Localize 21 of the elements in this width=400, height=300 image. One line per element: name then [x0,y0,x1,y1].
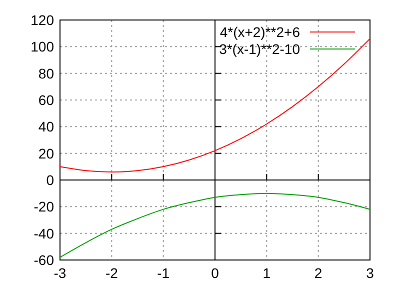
y-tick-label: 20 [38,145,54,162]
line-series [60,38,370,172]
x-tick-label: -3 [54,265,66,281]
x-tick-label: 1 [262,265,271,281]
x-tick-label: -1 [157,265,170,281]
y-tick-label: -40 [34,225,54,242]
line-series [60,192,370,258]
y-tick-label: 80 [38,65,54,82]
y-tick-label: 120 [30,12,54,28]
x-tick-label: 3 [366,265,374,281]
y-tick-label: 40 [38,118,54,135]
x-tick-label: 0 [211,265,220,281]
x-tick-label: -2 [105,265,118,281]
y-tick-label: -20 [34,198,54,215]
y-tick-label: 0 [46,172,54,188]
y-tick-label: 60 [38,92,54,108]
legend-label: 3*(x-1)**2-10 [219,41,300,57]
x-tick-label: 2 [314,265,322,281]
y-tick-label: 100 [30,38,54,55]
y-tick-label: -60 [34,252,54,268]
legend-label: 4*(x+2)**2+6 [220,24,300,40]
